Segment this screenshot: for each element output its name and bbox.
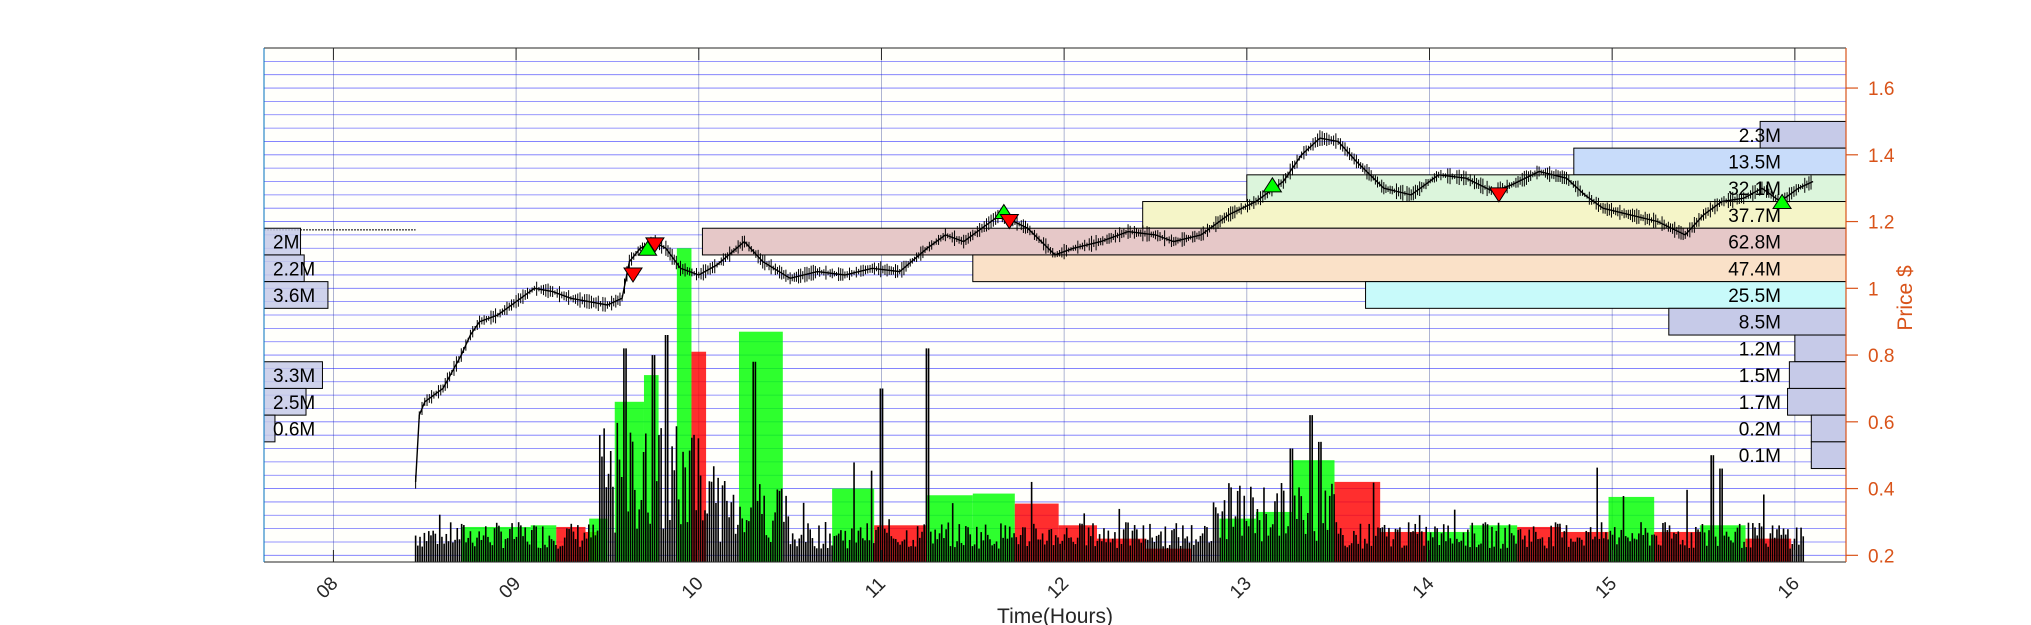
y-axis-ticks: 0.2 0.4 0.6 0.8 1 1.2 1.4 1.6 — [1846, 79, 1895, 567]
volume-profile-label: 0.1M — [1739, 446, 1781, 467]
buy-signal-marker — [1772, 193, 1792, 210]
volume-profile-label: 47.4M — [1728, 259, 1781, 280]
y-tick-label: 0.4 — [1868, 480, 1895, 501]
volume-profile-bar — [1787, 387, 1847, 416]
sell-signal-marker — [999, 214, 1020, 230]
volume-profile-left-label: 2M — [273, 233, 299, 254]
y-tick-label: 0.2 — [1868, 546, 1894, 567]
volume-profile-label: 8.5M — [1739, 313, 1781, 334]
y-tick-label: 1.4 — [1868, 146, 1895, 167]
volume-profile-bar — [1810, 414, 1847, 443]
volume-profile-left: 2M 2.2M 3.6M 3.3M 2.5M 0.6M — [263, 227, 329, 443]
volume-profile-left-label: 2.5M — [273, 393, 315, 414]
sell-signal-marker — [1488, 187, 1509, 203]
volume-block — [1517, 526, 1562, 562]
volume-profile-bar — [1794, 334, 1847, 363]
sell-signal-marker — [623, 267, 643, 283]
trade-signals — [623, 176, 1792, 283]
volume-profile-bar — [1788, 361, 1847, 389]
volume-profile-label: 62.8M — [1728, 233, 1781, 254]
volume-profile-label: 2.3M — [1739, 126, 1781, 147]
volume-profile-label: 25.5M — [1728, 286, 1781, 307]
volume-profile-bar — [1365, 281, 1847, 309]
volume-profile-left-bar — [263, 387, 307, 416]
x-tick-label: 16 — [1774, 573, 1804, 603]
x-tick-label: 11 — [861, 574, 890, 603]
x-tick-label: 08 — [313, 573, 343, 603]
x-tick-label: 09 — [495, 573, 525, 603]
volume-block — [738, 331, 783, 562]
volume-profile-label: 1.5M — [1739, 366, 1781, 387]
x-tick-label: 15 — [1591, 573, 1621, 603]
volume-profile-bar — [1810, 441, 1847, 470]
y-tick-label: 0.8 — [1868, 346, 1894, 367]
sell-signal-marker — [645, 237, 665, 253]
x-axis-label: Time(Hours) — [997, 605, 1113, 625]
buy-signal-marker — [1262, 176, 1283, 193]
y-tick-label: 1 — [1868, 279, 1879, 300]
volume-profile-label: 37.7M — [1728, 206, 1781, 227]
price-series — [264, 130, 1814, 489]
y-tick-label: 1.2 — [1868, 213, 1894, 234]
x-tick-label: 13 — [1226, 573, 1256, 603]
volume-profile-bar — [701, 227, 1847, 256]
y-tick-label: 1.6 — [1868, 79, 1894, 100]
y-tick-label: 0.6 — [1868, 413, 1894, 434]
volume-profile-left-label: 3.3M — [273, 366, 315, 387]
volume-profile-bar — [1573, 147, 1847, 176]
x-tick-label: 12 — [1043, 573, 1073, 603]
volume-spikes — [414, 335, 1805, 562]
volume-block — [676, 248, 692, 562]
volume-profile-label: 1.2M — [1739, 339, 1781, 360]
volume-profile-label: 1.7M — [1739, 393, 1781, 414]
axes-frame — [263, 47, 1847, 563]
volume-profile-left-label: 2.2M — [273, 259, 315, 280]
volume-profile-left-label: 0.6M — [273, 419, 315, 440]
volume-profile-bar — [1759, 120, 1847, 149]
volume-profile-label: 0.2M — [1739, 419, 1781, 440]
volume-profile-label: 13.5M — [1728, 152, 1781, 173]
volume-profile-left-bar — [263, 254, 305, 283]
volume-profile-left-bar — [263, 227, 302, 256]
volume-profile-left-label: 3.6M — [273, 286, 315, 307]
volume-profile-bar — [972, 254, 1847, 283]
volume-profile-left-bar — [263, 361, 323, 389]
x-tick-label: 10 — [678, 573, 708, 603]
y-axis-label: Price $ — [1894, 265, 1917, 331]
x-tick-label: 14 — [1409, 573, 1439, 603]
